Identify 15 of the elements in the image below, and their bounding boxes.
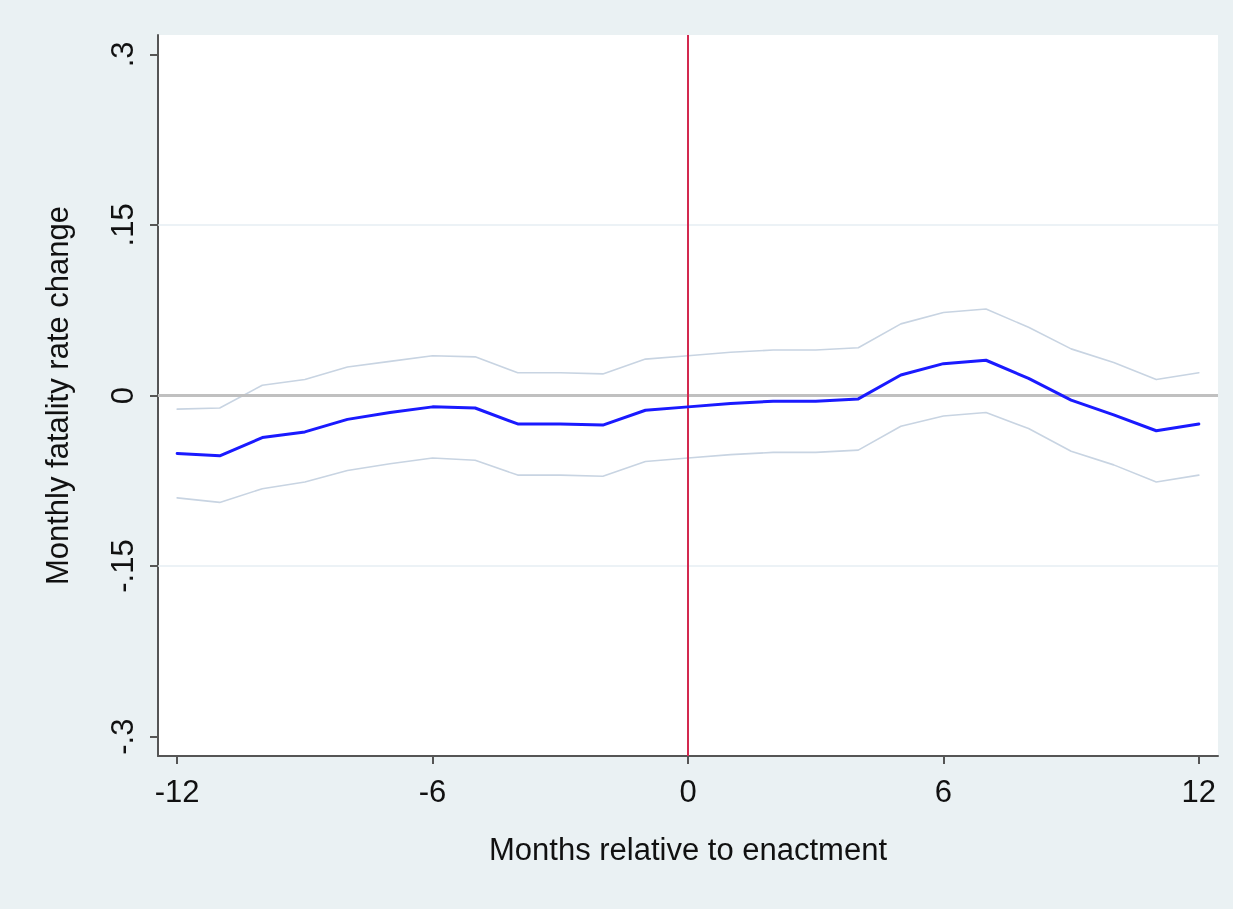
- y-axis-title: Monthly fatality rate change: [40, 205, 75, 586]
- x-tick-label: 6: [934, 774, 953, 809]
- line-series: [176, 411, 1200, 504]
- line-series: [175, 358, 1201, 458]
- y-tick-label: .3: [105, 41, 140, 68]
- line-series: [176, 308, 1200, 410]
- x-tick-label: -6: [418, 774, 447, 809]
- x-tick-label: 0: [679, 774, 697, 809]
- x-axis-title: Months relative to enactment: [488, 832, 888, 867]
- x-tick-label: 12: [1181, 774, 1217, 809]
- y-tick-label: -.15: [105, 539, 140, 593]
- y-tick-label: .15: [105, 203, 140, 247]
- x-tick-label: -12: [154, 774, 200, 809]
- y-tick-label: -.3: [105, 718, 140, 755]
- y-tick-label: 0: [105, 386, 140, 405]
